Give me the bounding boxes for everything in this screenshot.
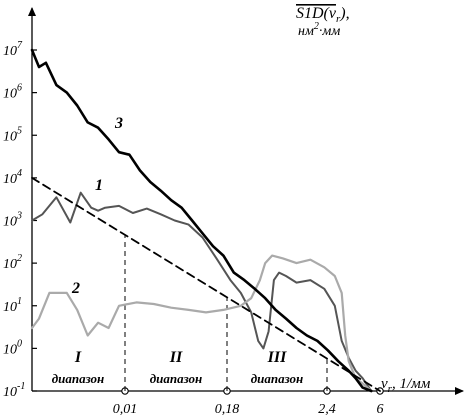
curve-label-1: 1: [95, 177, 103, 194]
y-tick-exp: 0: [17, 338, 22, 349]
y-axis-title: S1D(νr),: [296, 5, 350, 25]
y-tick-exp: 3: [16, 211, 22, 222]
y-tick-exp: 4: [17, 168, 22, 179]
y-tick-exp: 5: [17, 125, 22, 136]
series-2-line: [30, 254, 373, 393]
y-tick-label: 101: [3, 296, 22, 315]
y-tick-label: 10-1: [3, 381, 25, 400]
y-tick-base: 10: [3, 300, 17, 315]
y-tick-base: 10: [3, 342, 17, 357]
y-units-rest: ·мм: [319, 24, 340, 39]
y-tick-label: 100: [3, 338, 22, 357]
series-layer: [30, 48, 381, 393]
y-tick-label: 102: [3, 253, 22, 272]
y-tick-label: 105: [3, 125, 22, 144]
x-label-sub: r: [388, 383, 393, 395]
y-tick-exp: 7: [17, 40, 23, 51]
series-3-line: [30, 48, 373, 393]
y-tick-exp: -1: [17, 381, 25, 392]
x-tick-label: 6: [377, 402, 384, 417]
y-tick-base: 10: [3, 385, 17, 400]
x-ticks: 0,01 0,18 2,4 6: [113, 387, 384, 417]
y-tick-label: 106: [3, 83, 22, 102]
x-label-units: , 1/мм: [392, 376, 431, 392]
x-axis-label: νr, 1/мм: [381, 376, 431, 395]
range-2-roman: II: [169, 349, 183, 366]
y-tick-exp: 2: [17, 253, 22, 264]
y-tick-label: 104: [3, 168, 22, 187]
y-units-base: нм: [298, 24, 314, 39]
y-tick-base: 10: [3, 87, 17, 102]
x-tick-label: 0,18: [215, 402, 240, 417]
y-tick-base: 10: [3, 257, 17, 272]
y-title-main: S1D(ν: [296, 5, 337, 22]
y-tick-exp: 6: [17, 83, 22, 94]
range-dividers: [124, 234, 328, 391]
y-title-close: ),: [339, 5, 349, 22]
y-tick-base: 10: [3, 172, 17, 187]
y-tick-base: 10: [3, 215, 17, 230]
range-2-label: диапазон: [150, 371, 203, 386]
y-axis-units: нм2·мм: [298, 21, 340, 39]
y-units-sup: 2: [314, 21, 319, 32]
range-labels: I диапазон II диапазон III диапазон: [52, 349, 304, 386]
x-tick-label: 2,4: [318, 402, 336, 417]
range-3-label: диапазон: [251, 371, 304, 386]
y-tick-base: 10: [3, 129, 17, 144]
x-label-nu: ν: [381, 376, 388, 392]
trend-line: [31, 177, 381, 392]
y-title-sub: r: [336, 13, 341, 25]
range-1-roman: I: [74, 349, 82, 366]
curve-label-2: 2: [71, 280, 80, 297]
y-tick-label: 103: [3, 211, 22, 230]
range-1-label: диапазон: [52, 371, 105, 386]
range-3-roman: III: [267, 349, 287, 366]
curve-label-3: 3: [114, 115, 123, 132]
x-tick-label: 0,01: [113, 402, 138, 417]
y-tick-exp: 1: [17, 296, 22, 307]
y-tick-base: 10: [3, 44, 17, 59]
y-tick-label: 107: [3, 40, 23, 59]
series-1-line: [31, 191, 373, 392]
